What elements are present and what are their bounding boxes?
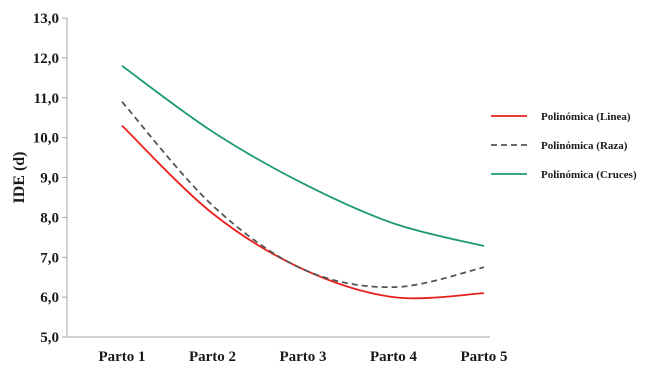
- x-tick-label: Parto 3: [279, 349, 326, 365]
- y-axis-ticks: 5,0 6,0 7,0 8,0 9,0 10,0 11,0 12,0 13,0: [33, 11, 67, 346]
- y-tick-label: 12,0: [33, 51, 59, 67]
- x-tick-label: Parto 2: [189, 349, 236, 365]
- x-axis-ticks: Parto 1 Parto 2 Parto 3 Parto 4 Parto 5: [98, 349, 507, 365]
- y-tick-label: 8,0: [40, 210, 59, 226]
- y-tick-label: 10,0: [33, 131, 59, 147]
- y-tick-label: 9,0: [40, 171, 59, 187]
- x-tick-label: Parto 5: [460, 349, 507, 365]
- legend-label-2: Polinómica (Raza): [541, 140, 628, 152]
- x-tick-label: Parto 1: [98, 349, 145, 365]
- series-line-3: [121, 65, 485, 247]
- y-tick-label: 7,0: [40, 250, 59, 266]
- y-axis-title: IDE (d): [11, 151, 28, 203]
- y-tick-label: 5,0: [40, 330, 59, 346]
- series-line-1: [121, 125, 485, 300]
- y-tick-label: 11,0: [34, 91, 59, 107]
- legend-label-3: Polinómica (Cruces): [541, 169, 637, 181]
- x-tick-label: Parto 4: [370, 349, 418, 365]
- y-tick-label: 13,0: [33, 11, 59, 27]
- legend: Polinómica (Linea) Polinómica (Raza) Polin…: [491, 111, 637, 181]
- series-lines: [121, 65, 485, 300]
- legend-label-1: Polinómica (Linea): [541, 111, 631, 123]
- y-tick-label: 6,0: [40, 290, 59, 306]
- series-line-2: [121, 101, 485, 289]
